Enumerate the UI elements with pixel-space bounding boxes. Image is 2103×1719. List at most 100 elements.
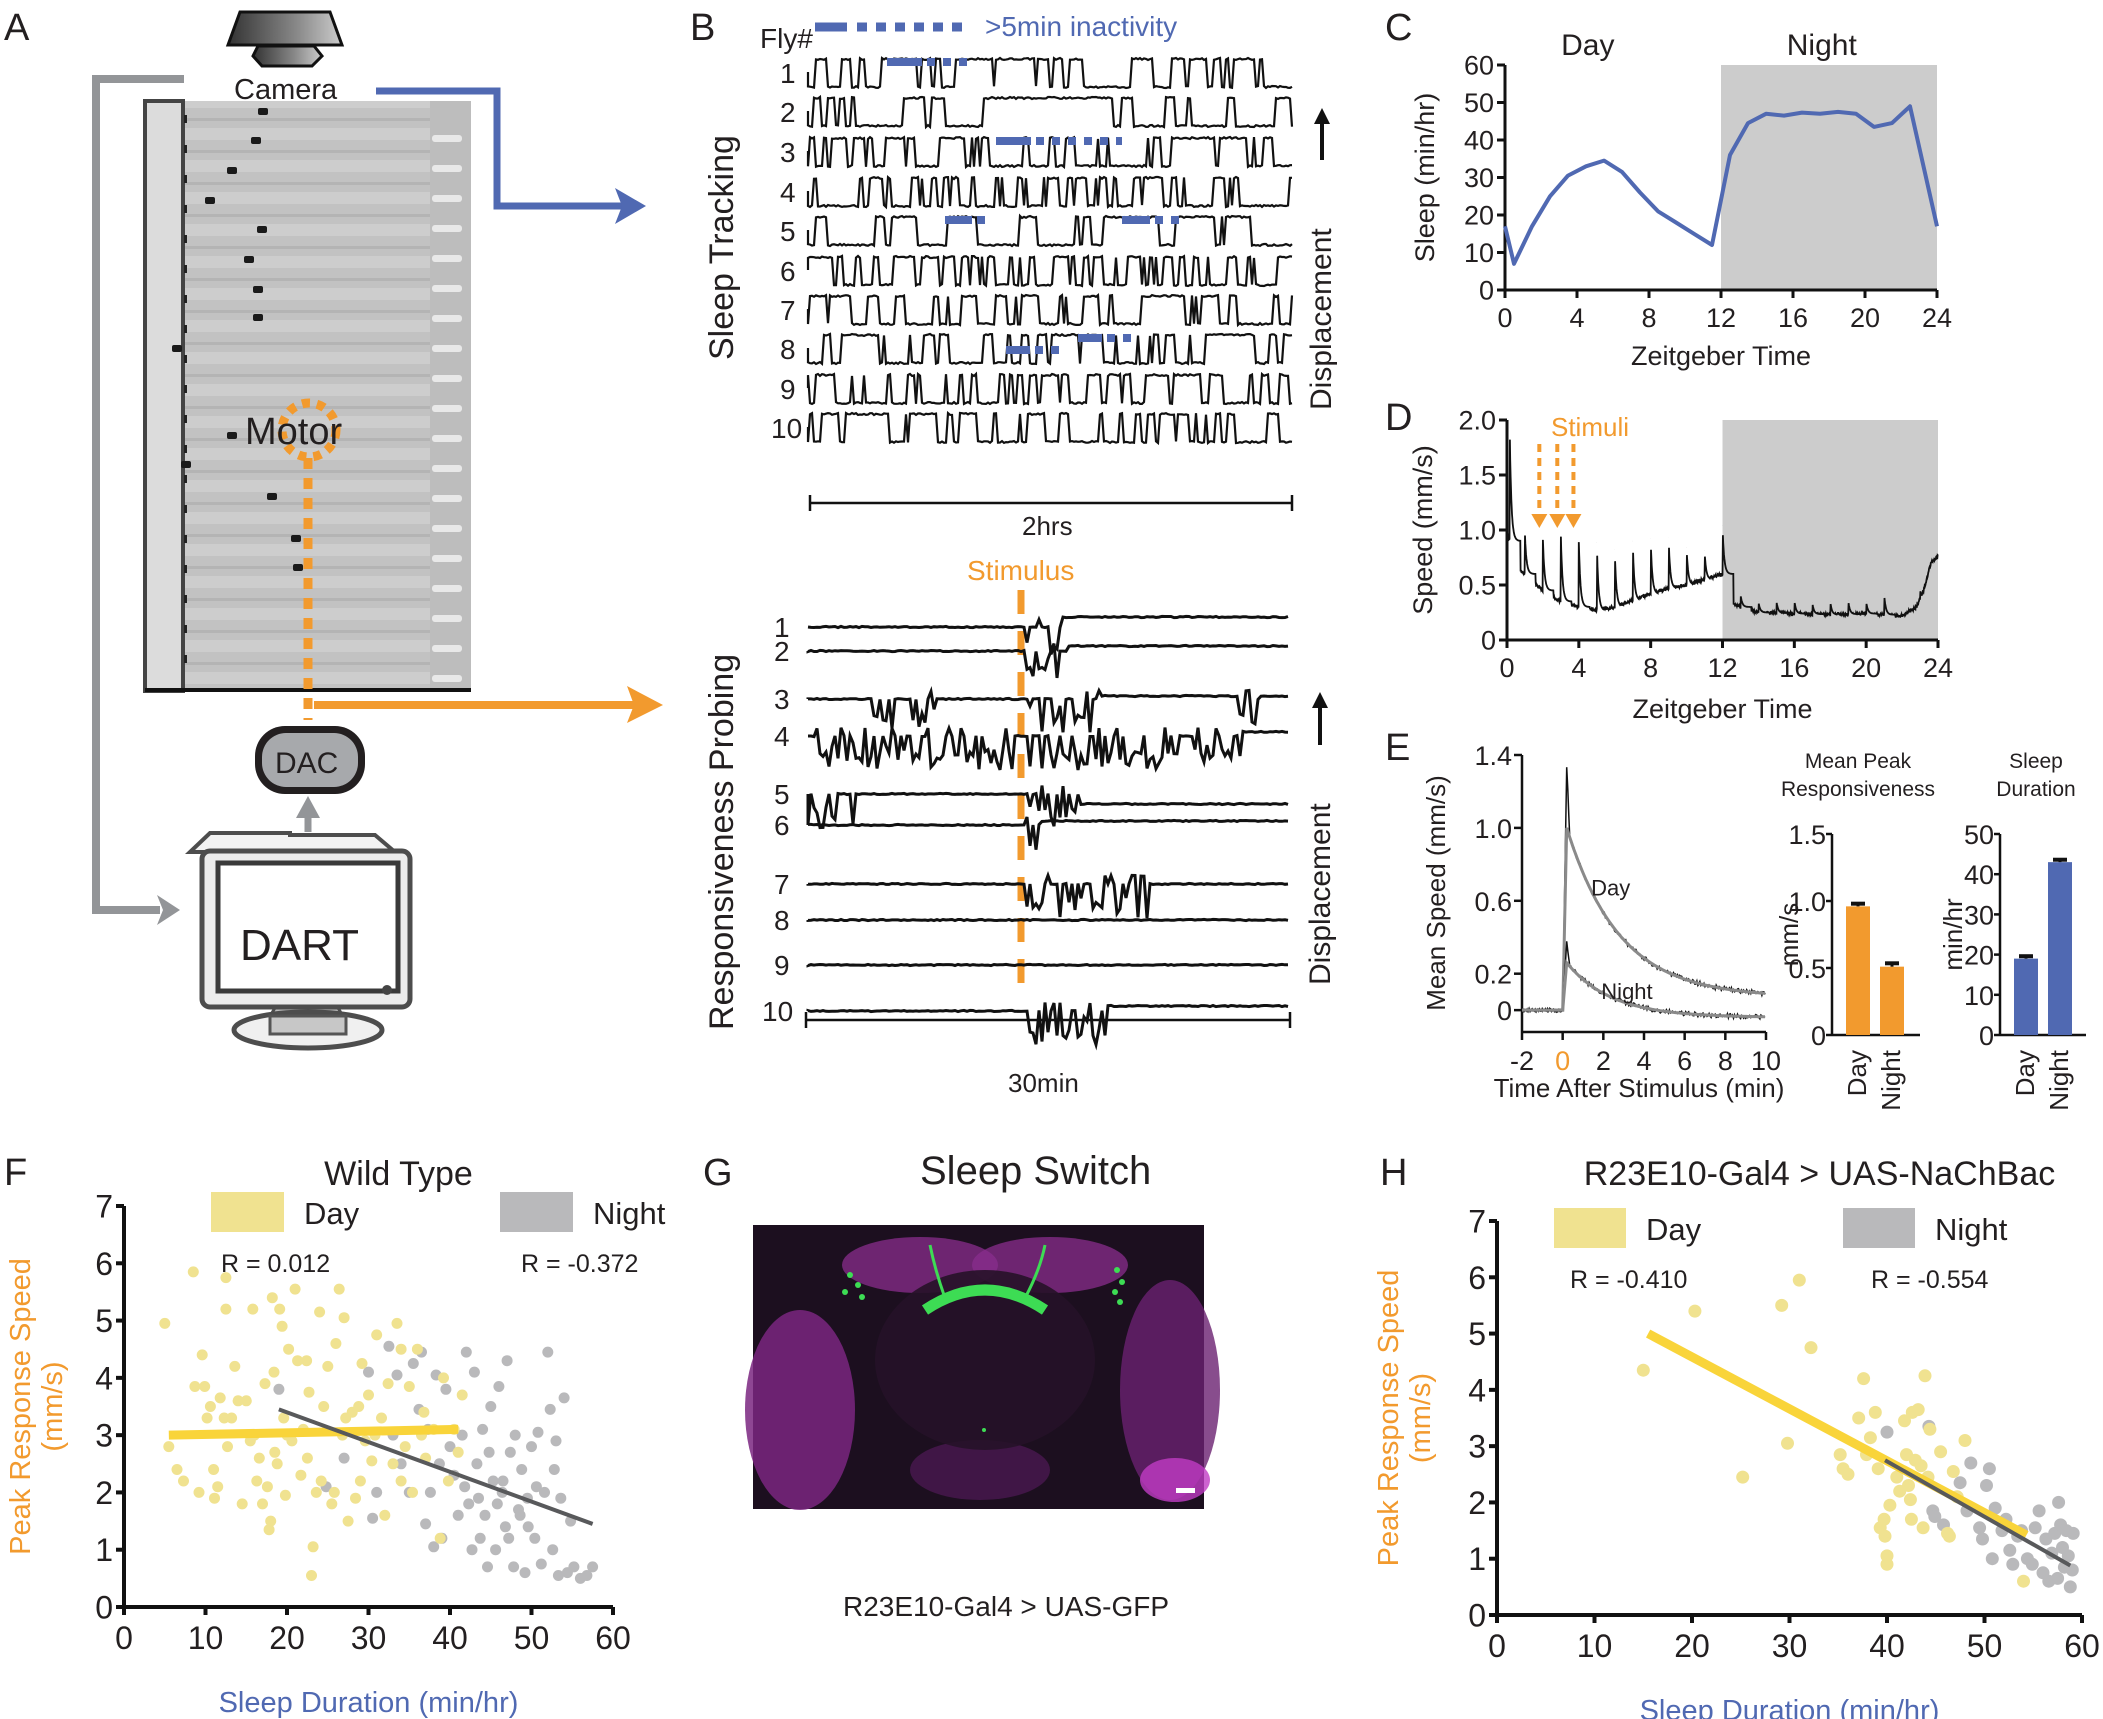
tube-mark (184, 475, 187, 483)
tube-glare (432, 615, 462, 622)
x-tick-label: 50 (1967, 1628, 2003, 1664)
dac-label: DAC (275, 747, 338, 780)
scatter-point-night (371, 1486, 383, 1498)
scatter-point-night (363, 1366, 374, 1378)
tube-glare (432, 585, 462, 592)
dart-monitor-icon (184, 831, 413, 1051)
bar-night (1880, 966, 1904, 1035)
responsiveness-trace (806, 962, 1289, 968)
x-tick-label: 20 (269, 1620, 305, 1656)
scatter-point-day (226, 1412, 238, 1424)
y-tick-label: 0 (1481, 626, 1496, 656)
responsiveness-trace (806, 816, 1289, 850)
stimulus-label: Stimulus (967, 555, 1074, 586)
scatter-point-day (220, 1272, 232, 1284)
fly-number-label: 2 (774, 636, 790, 667)
scatter-point-day (314, 1306, 326, 1318)
tube-glare (432, 195, 462, 202)
x-tick-label: 12 (1707, 653, 1737, 683)
scatter-point-day (271, 1458, 283, 1470)
x-tick-label: 0 (1488, 1628, 1506, 1664)
tube-mark (184, 235, 187, 243)
tube-glare (432, 435, 462, 442)
tube-mark (184, 325, 187, 333)
scatter-point-night (477, 1423, 489, 1435)
scatter-point-night (460, 1346, 472, 1358)
scatter-point-night (493, 1381, 505, 1392)
panel-d-chart: D 0 4 8 12 16 20 24 0 0.5 1.0 1.5 2.0 Zeitgeber Time… (1385, 397, 1953, 724)
scatter-point-day (322, 1360, 334, 1372)
tube-glare (432, 645, 462, 652)
legend-label-day: Day (304, 1196, 360, 1231)
tube-mark (184, 115, 187, 123)
tube-mark (184, 205, 187, 213)
scatter-point-night (483, 1446, 495, 1458)
bar-night (2048, 862, 2072, 1035)
scatter-point-day (1781, 1436, 1794, 1450)
scatter-point-night (508, 1561, 520, 1573)
x-axis-label: Time After Stimulus (min) (1494, 1073, 1785, 1103)
scatter-point-day (247, 1303, 259, 1315)
stimulus-arrowhead-icon (1549, 514, 1566, 528)
scatter-point-night (1980, 1479, 1993, 1492)
tube-glare (432, 375, 462, 382)
scatter-point-day (326, 1498, 338, 1510)
fly-number-label: 7 (780, 295, 796, 326)
y-axis-label-units: (mm/s) (1405, 1373, 1437, 1463)
scatter-point-night (482, 1561, 493, 1573)
scatter-point-night (407, 1358, 419, 1369)
panel-letter-c: C (1385, 7, 1412, 49)
y-tick-label: 30 (1464, 163, 1494, 193)
bar-chart-title: Duration (1996, 778, 2075, 801)
tube-mark (184, 595, 187, 603)
tube-glare (432, 525, 462, 532)
scatter-point-day (399, 1441, 411, 1453)
scatter-point-day (204, 1401, 216, 1412)
y-tick-label: 1 (1468, 1541, 1486, 1577)
scatter-point-night (516, 1464, 528, 1475)
fly-icon (291, 535, 301, 542)
fly-icon (181, 461, 191, 468)
y-tick-label: 60 (1464, 51, 1494, 81)
regression-line-night (1884, 1458, 2072, 1568)
scatter-point-day (356, 1358, 368, 1369)
x-tick-label: 10 (188, 1620, 224, 1656)
x-tick-label: 6 (1677, 1046, 1692, 1076)
stimuli-label: Stimuli (1551, 412, 1629, 442)
scatter-point-day (310, 1486, 322, 1498)
panel-letter-a: A (4, 7, 30, 49)
scatter-point-day (1863, 1431, 1877, 1445)
scatter-point-day (1958, 1434, 1972, 1447)
fly-icon (267, 493, 277, 500)
sleep-trace (806, 371, 1293, 406)
scatter-point-day (379, 1509, 391, 1521)
y-tick-label: 10 (1464, 238, 1494, 268)
tube-mark (184, 415, 187, 423)
tube-mark (184, 535, 187, 543)
camera-label: Camera (234, 74, 338, 106)
sleep-trace (806, 56, 1293, 90)
scatter-point-night (2028, 1521, 2042, 1535)
x-tick-label: 60 (595, 1620, 631, 1656)
responsiveness-trace (807, 614, 1289, 655)
x-tick-label: 20 (1674, 1628, 1710, 1664)
scatter-point-night (550, 1435, 562, 1447)
stimulus-arrowhead-icon (627, 686, 663, 723)
responsiveness-displacement-label: Displacement (1304, 803, 1337, 985)
x-tick-label: 10 (1577, 1628, 1613, 1664)
y-tick-label: 0.5 (1458, 571, 1496, 601)
scatter-point-night (459, 1481, 471, 1493)
y-tick-label: 5 (95, 1303, 113, 1339)
chart-title: Wild Type (324, 1155, 473, 1193)
scatter-point-night (514, 1509, 526, 1521)
fly-icon (257, 226, 267, 233)
panel-a: A Camera Motor (4, 7, 663, 1051)
fly-icon (293, 564, 303, 571)
bar-day (1846, 906, 1870, 1035)
y-tick-label: 1.5 (1788, 820, 1826, 850)
scatter-point-night (529, 1532, 541, 1544)
y-tick-label: 6 (95, 1246, 113, 1282)
scatter-point-day (295, 1469, 307, 1481)
scatter-point-night (444, 1441, 456, 1453)
scatter-point-day (1923, 1422, 1937, 1436)
